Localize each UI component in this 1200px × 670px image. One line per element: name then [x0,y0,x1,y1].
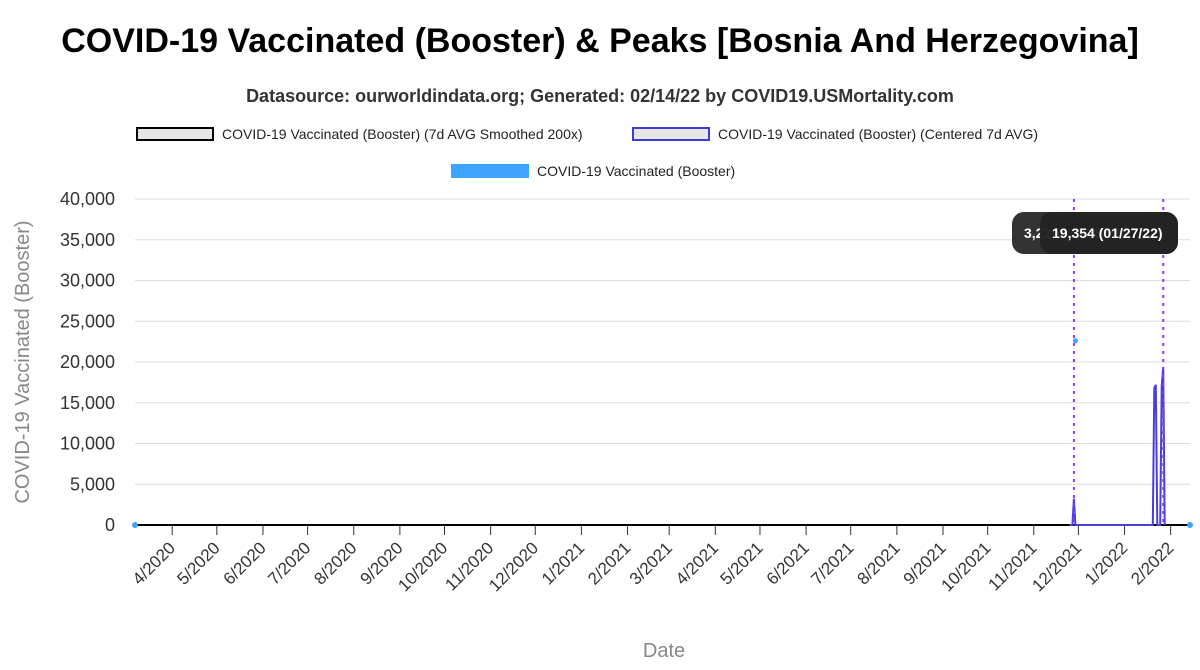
x-tick-label: 12/2021 [1028,538,1085,595]
y-tick-label: 35,000 [60,230,115,250]
x-tick-label: 4/2021 [672,538,722,588]
x-tick-label: 10/2020 [394,538,451,595]
series-line-centered [1069,367,1166,526]
x-tick-label: 6/2020 [220,538,270,588]
y-axis-label: COVID-19 Vaccinated (Booster) [12,220,34,503]
y-axis-ticks: 0 5,000 10,000 15,000 20,000 25,000 30,000 35,0… [60,189,115,535]
y-tick-label: 40,000 [60,189,115,209]
x-tick-label: 8/2020 [310,538,360,588]
chart-subtitle: Datasource: ourworldindata.org; Generate… [246,86,954,106]
peak-tooltip-box [1040,212,1178,254]
legend-swatch-daily [451,164,529,178]
chart-title: COVID-19 Vaccinated (Booster) & Peaks [B… [61,22,1139,60]
legend-item-daily[interactable]: COVID-19 Vaccinated (Booster) [451,163,735,179]
y-tick-label: 30,000 [60,271,115,291]
series-point-daily [1187,522,1193,528]
legend-item-smoothed[interactable]: COVID-19 Vaccinated (Booster) (7d AVG Sm… [136,126,583,142]
x-tick-label: 5/2021 [717,538,767,588]
x-tick-label: 2/2022 [1127,538,1177,588]
y-tick-label: 0 [105,515,115,535]
x-tick-label: 1/2021 [538,538,588,588]
series-point-daily [132,522,138,528]
y-tick-label: 10,000 [60,434,115,454]
y-tick-label: 5,000 [70,474,115,494]
x-tick-label: 3/2021 [626,538,676,588]
legend-label-centered: COVID-19 Vaccinated (Booster) (Centered … [718,126,1039,142]
legend-label-smoothed: COVID-19 Vaccinated (Booster) (7d AVG Sm… [222,126,583,142]
x-tick-label: 4/2020 [129,538,179,588]
x-tick-label: 2/2021 [584,538,634,588]
x-tick-label: 8/2021 [853,538,903,588]
x-tick-label: 7/2020 [264,538,314,588]
x-axis-ticks: 4/20205/20206/20207/20208/20209/202010/2… [129,525,1177,595]
x-tick-label: 12/2020 [485,538,542,595]
legend-label-daily: COVID-19 Vaccinated (Booster) [537,163,736,179]
x-tick-label: 6/2021 [763,538,813,588]
y-tick-label: 15,000 [60,393,115,413]
legend-item-centered[interactable]: COVID-19 Vaccinated (Booster) (Centered … [632,126,1038,142]
series-point-daily [1072,338,1078,344]
peaks-layer: 3,229 (11/28/21)19,354 (01/27/22) [1012,199,1178,525]
legend-swatch-centered [632,127,710,141]
x-tick-label: 7/2021 [807,538,857,588]
peak-tooltip-label: 19,354 (01/27/22) [1052,225,1163,241]
y-tick-label: 20,000 [60,352,115,372]
y-tick-label: 25,000 [60,311,115,331]
legend-swatch-smoothed [136,127,214,141]
x-tick-label: 10/2021 [938,538,995,595]
x-axis-label: Date [643,640,685,662]
x-tick-label: 5/2020 [173,538,223,588]
series-layer [132,338,1193,528]
x-tick-label: 1/2022 [1081,538,1131,588]
